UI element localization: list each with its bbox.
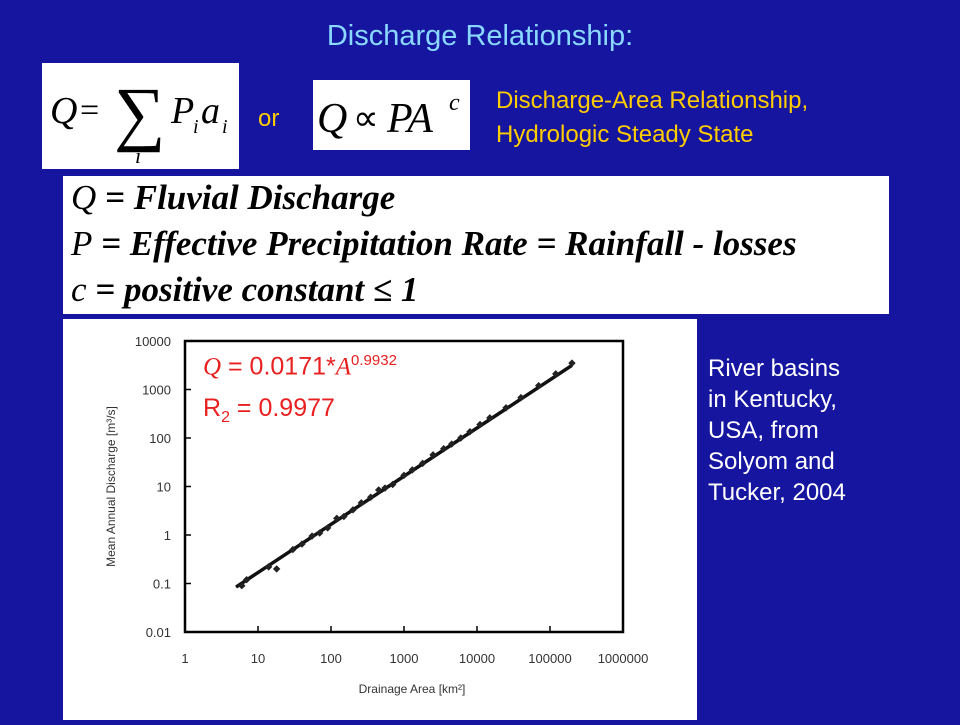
fit-r-sub: 2 (221, 409, 230, 426)
definition-c: c = positive constant ≤ 1 (71, 270, 418, 310)
plot-frame (183, 339, 625, 634)
source-line-3: USA, from (708, 417, 819, 444)
data-point (440, 445, 448, 453)
x-tick-label: 1000 (390, 651, 419, 666)
definition-q: Q = Fluvial Discharge (71, 178, 395, 218)
eq-p: P (170, 90, 194, 132)
eq-a: a (201, 90, 220, 132)
slide-title: Discharge Relationship: (326, 20, 634, 52)
data-point (367, 493, 375, 501)
data-point (388, 480, 397, 489)
x-tick-label: 10 (251, 651, 265, 666)
data-point (308, 532, 316, 540)
data-point (349, 506, 357, 514)
definition-c-text: = positive constant ≤ 1 (95, 270, 419, 309)
eq2-exponent: c (449, 90, 460, 116)
y-tick-label: 10000 (135, 334, 171, 349)
x-tick-label: 100000 (528, 651, 571, 666)
fit-a-symbol: A (335, 353, 352, 381)
y-tick-label: 100 (149, 431, 171, 446)
y-tick-label: 1000 (142, 383, 171, 398)
x-tick-label: 1000000 (598, 651, 649, 666)
data-point (466, 427, 474, 436)
x-axis-label: Drainage Area [km²] (359, 682, 466, 696)
data-point (238, 582, 246, 590)
y-tick-label: 0.01 (146, 625, 171, 640)
eq-a-index: i (222, 116, 228, 138)
eq-p-index: i (193, 116, 199, 138)
data-point (534, 381, 543, 390)
fit-r: R (203, 394, 222, 422)
proportional-symbol: ∝ (353, 98, 379, 138)
eq-q: Q (50, 90, 77, 132)
data-point (323, 524, 332, 532)
data-point (289, 545, 297, 554)
sum-index: i (135, 143, 141, 168)
data-point (272, 565, 281, 573)
definitions-box: Q = Fluvial Discharge P = Effective Prec… (63, 176, 889, 314)
data-point (340, 512, 348, 521)
definition-p-symbol: P (71, 224, 93, 263)
data-point (333, 514, 341, 523)
y-tick-label: 10 (157, 480, 171, 495)
sum-equation-box: Q = ∑ P i a i i (42, 63, 239, 169)
data-point (408, 466, 417, 474)
x-tick-label: 100 (320, 651, 342, 666)
proportional-equation: Q ∝ PA c (317, 90, 460, 142)
y-axis-label: Mean Annual Discharge [m³/s] (104, 406, 118, 567)
eq2-q: Q (317, 96, 347, 142)
sum-symbol: ∑ (114, 73, 165, 153)
eq2-pa: PA (386, 96, 433, 142)
eq-equals: = (80, 92, 99, 129)
relationship-line-2: Hydrologic Steady State (496, 121, 754, 148)
relationship-description: Discharge-Area Relationship, Hydrologic … (496, 84, 808, 152)
discharge-area-chart: 1 10 100 1000 10000 100000 1000000 0.01 0.1 1 10 10… (104, 334, 649, 696)
y-tick-label: 0.1 (153, 577, 171, 592)
sum-equation: Q = ∑ P i a i i (50, 73, 228, 168)
definition-c-symbol: c (71, 270, 87, 309)
data-point (486, 414, 494, 422)
data-point (502, 404, 510, 412)
data-point (476, 420, 484, 429)
source-line-1: River basins (708, 355, 841, 382)
data-point (374, 486, 383, 494)
fit-r2-value: = 0.9977 (229, 394, 335, 422)
data-point (315, 529, 324, 537)
x-tick-label: 1 (181, 651, 188, 666)
definition-q-text: = Fluvial Discharge (105, 178, 396, 217)
data-point (242, 575, 251, 584)
definition-p: P = Effective Precipitation Rate = Rainf… (71, 224, 797, 264)
plot-panel: 1 10 100 1000 10000 100000 1000000 0.01 0.1 1 10 10… (63, 319, 697, 720)
data-point (447, 440, 456, 448)
data-point (568, 359, 576, 367)
fit-equation: Q = 0.0171*A0.9932 (203, 352, 397, 381)
data-point (400, 471, 408, 480)
relationship-line-1: Discharge-Area Relationship, (496, 87, 809, 114)
fit-r-squared: R2 = 0.9977 (203, 394, 335, 427)
definition-p-text: = Effective Precipitation Rate = Rainfal… (101, 224, 797, 263)
fit-q-symbol: Q (203, 353, 222, 381)
proportional-equation-box: Q ∝ PA c (313, 80, 470, 150)
data-point (457, 434, 465, 442)
y-tick-label: 1 (164, 528, 171, 543)
or-label: or (258, 105, 280, 132)
definition-q-symbol: Q (71, 178, 97, 217)
source-caption: River basins in Kentucky, USA, from Soly… (708, 353, 846, 508)
fit-q-eq: = 0.0171* (221, 352, 336, 381)
data-point (264, 563, 273, 571)
data-point (418, 459, 427, 468)
data-point (298, 540, 306, 548)
x-tick-label: 10000 (459, 651, 495, 666)
data-point (357, 499, 366, 507)
data-point (517, 393, 525, 402)
source-line-2: in Kentucky, (708, 386, 837, 413)
fit-exponent: 0.9932 (351, 352, 397, 369)
data-point (552, 370, 560, 378)
source-line-4: Solyom and (708, 448, 835, 475)
data-point (429, 451, 437, 459)
data-point (381, 484, 389, 492)
source-line-5: Tucker, 2004 (708, 479, 846, 506)
